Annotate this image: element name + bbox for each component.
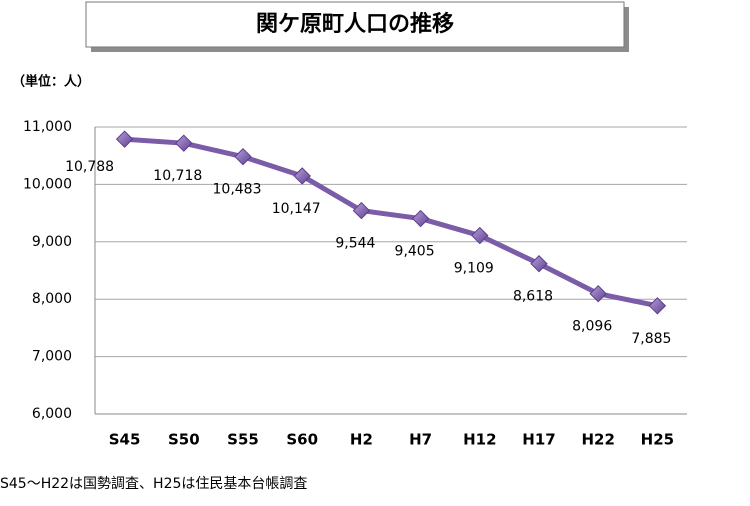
data-marker — [352, 201, 371, 220]
data-marker — [648, 297, 667, 315]
x-tick-label: H17 — [522, 431, 555, 449]
x-tick-label: S50 — [168, 431, 200, 449]
data-marker — [293, 167, 311, 185]
data-line — [124, 136, 658, 309]
data-marker — [175, 134, 193, 152]
x-tick-label: S45 — [109, 431, 141, 449]
data-marker — [234, 147, 252, 166]
y-tick-label: 6,000 — [32, 406, 72, 422]
data-label: 10,788 — [65, 159, 114, 175]
y-tick-label: 10,000 — [23, 176, 72, 192]
x-tick-label: H25 — [641, 431, 674, 449]
data-marker — [115, 130, 134, 148]
data-marker — [411, 209, 430, 228]
y-tick-label: 11,000 — [23, 119, 72, 135]
x-tick-label: H12 — [463, 431, 496, 449]
x-tick-label: S55 — [227, 431, 259, 449]
data-label: 7,885 — [631, 331, 671, 347]
data-label: 8,618 — [513, 289, 553, 305]
data-label: 10,147 — [272, 201, 321, 217]
data-marker — [589, 284, 607, 303]
data-label: 9,544 — [335, 236, 375, 252]
x-tick-label: H22 — [581, 431, 614, 449]
data-label: 10,718 — [153, 168, 202, 184]
chart-title: 関ケ原町人口の推移 — [256, 11, 454, 37]
data-marker — [530, 255, 548, 273]
plot-area: 6,000 7,000 8,000 9,000 10,000 11,000 S45 S50 S5… — [23, 119, 687, 449]
footnote: S45～H22は国勢調査、H25は住民基本台帳調査 — [0, 475, 307, 492]
data-label: 9,109 — [454, 261, 494, 277]
data-marker — [471, 226, 489, 245]
y-tick-label: 9,000 — [32, 234, 72, 250]
x-tick-label: S60 — [286, 431, 318, 449]
y-tick-label: 8,000 — [32, 291, 72, 307]
unit-label: （単位：人） — [12, 74, 90, 90]
y-tick-label: 7,000 — [32, 349, 72, 365]
x-tick-label: H2 — [350, 431, 373, 449]
data-label: 9,405 — [395, 244, 435, 260]
title-box — [85, 1, 625, 48]
data-label: 10,483 — [213, 182, 262, 198]
data-label: 8,096 — [572, 319, 612, 335]
x-tick-label: H7 — [409, 431, 432, 449]
